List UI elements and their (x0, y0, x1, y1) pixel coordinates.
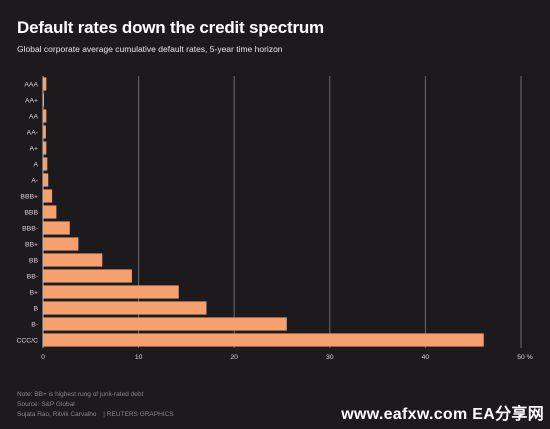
y-tick-label: A+ (29, 146, 38, 153)
y-tick-label: BB (29, 258, 39, 265)
bar-b- (43, 317, 287, 331)
bar-b (43, 301, 207, 315)
bar-a (43, 157, 48, 171)
bar-aaa (43, 77, 47, 91)
y-tick-label: BB+ (25, 242, 38, 249)
bar-bb- (43, 237, 79, 251)
y-tick-label: B+ (29, 290, 38, 297)
y-tick-label: BBB- (22, 226, 38, 233)
bar-bbb- (43, 189, 53, 203)
source-line: Source: S&P Global (17, 401, 75, 408)
bar-bbb (43, 205, 57, 219)
credit-authors: Sujata Rao, Ritvik Carvalho (17, 411, 97, 418)
bar-bb (43, 253, 103, 267)
bar-aa (43, 109, 47, 123)
x-tick-label: 0 (41, 354, 45, 361)
y-tick-label: BB- (27, 274, 38, 281)
watermark: www.eafxw.com EA分享网 (341, 406, 544, 423)
bar-b- (43, 285, 179, 299)
footnote: Note: BB+ is highest rung of junk-rated … (17, 391, 144, 398)
y-tick-label: CCC/C (16, 338, 38, 345)
bar-ccc-c (43, 333, 484, 347)
y-tick-label: AAA (24, 82, 38, 89)
bar-aa- (43, 125, 46, 139)
y-tick-label: AA+ (25, 98, 38, 105)
y-tick-label: A (33, 162, 38, 169)
y-tick-label: BBB (24, 210, 38, 217)
credit-agency: | REUTERS GRAPHICS (103, 411, 174, 418)
x-tick-label: 30 (326, 354, 334, 361)
bar-bb- (43, 269, 132, 283)
y-tick-label: A- (31, 178, 38, 185)
y-tick-label: B (33, 306, 38, 313)
x-tick-label: 20 (230, 354, 238, 361)
x-tick-label: 40 (422, 354, 430, 361)
x-tick-label: 50 % (517, 354, 533, 361)
chart-title: Default rates down the credit spectrum (17, 18, 324, 37)
y-tick-label: AA- (27, 130, 38, 137)
credit-line: Sujata Rao, Ritvik Carvalho | REUTERS GR… (17, 411, 174, 418)
bar-a- (43, 141, 47, 155)
y-tick-label: AA (29, 114, 39, 121)
x-tick-label: 10 (135, 354, 143, 361)
bar-a- (43, 173, 49, 187)
y-tick-label: B- (31, 322, 38, 329)
bar-bbb- (43, 221, 70, 235)
y-tick-label: BBB+ (20, 194, 38, 201)
chart-subtitle: Global corporate average cumulative defa… (17, 44, 283, 54)
